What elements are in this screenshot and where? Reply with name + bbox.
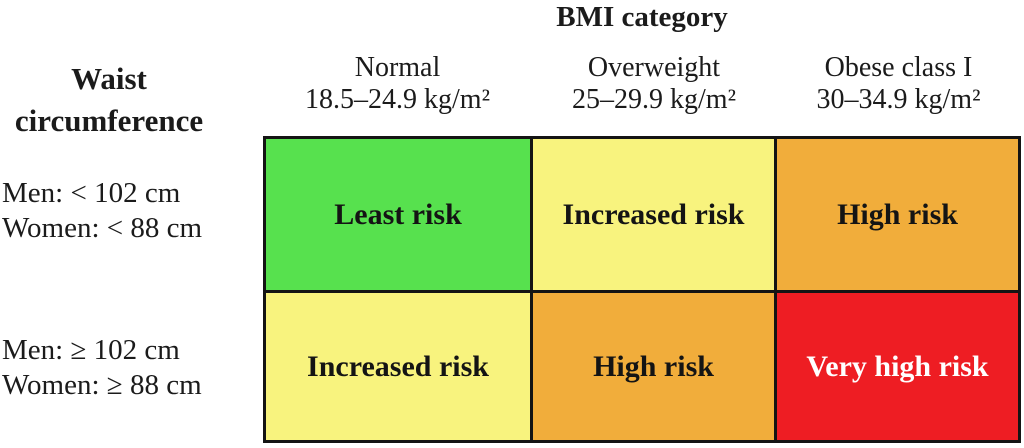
risk-cell-row1-overweight: Increased risk <box>533 139 774 290</box>
row-label-higher-waist: Men: ≥ 102 cm Women: ≥ 88 cm <box>2 333 257 403</box>
row-label-men: Men: ≥ 102 cm <box>2 334 180 366</box>
risk-cell-row2-obese: Very high risk <box>777 293 1018 440</box>
figure-title: BMI category <box>556 1 728 33</box>
row-axis-title-line1: Waist <box>71 61 147 96</box>
column-label: Obese class I <box>824 52 973 83</box>
row-axis-title: Waist circumference <box>0 58 218 142</box>
column-label: Overweight <box>587 52 721 83</box>
risk-cell-row2-overweight: High risk <box>533 293 774 440</box>
row-axis-title-line2: circumference <box>14 103 204 138</box>
column-range: 18.5–24.9 kg/m² <box>305 84 490 115</box>
row-label-women: Women: < 88 cm <box>2 212 203 244</box>
row-label-women: Women: ≥ 88 cm <box>2 369 202 401</box>
column-range: 30–34.9 kg/m² <box>816 84 981 115</box>
row-label-lower-waist: Men: < 102 cm Women: < 88 cm <box>2 176 257 246</box>
column-headers: Normal 18.5–24.9 kg/m² Overweight 25–29.… <box>263 52 1021 116</box>
column-range: 25–29.9 kg/m² <box>572 84 736 115</box>
risk-cell-row2-normal: Increased risk <box>266 293 530 440</box>
risk-cell-row1-normal: Least risk <box>266 139 530 290</box>
row-label-men: Men: < 102 cm <box>2 177 181 209</box>
risk-matrix: Least risk Increased risk High risk Incr… <box>263 136 1021 443</box>
risk-cell-row1-obese: High risk <box>777 139 1018 290</box>
column-header-normal: Normal 18.5–24.9 kg/m² <box>263 52 532 116</box>
column-header-obese-class-1: Obese class I 30–34.9 kg/m² <box>776 52 1021 116</box>
column-header-overweight: Overweight 25–29.9 kg/m² <box>532 52 776 116</box>
column-label: Normal <box>354 52 441 83</box>
